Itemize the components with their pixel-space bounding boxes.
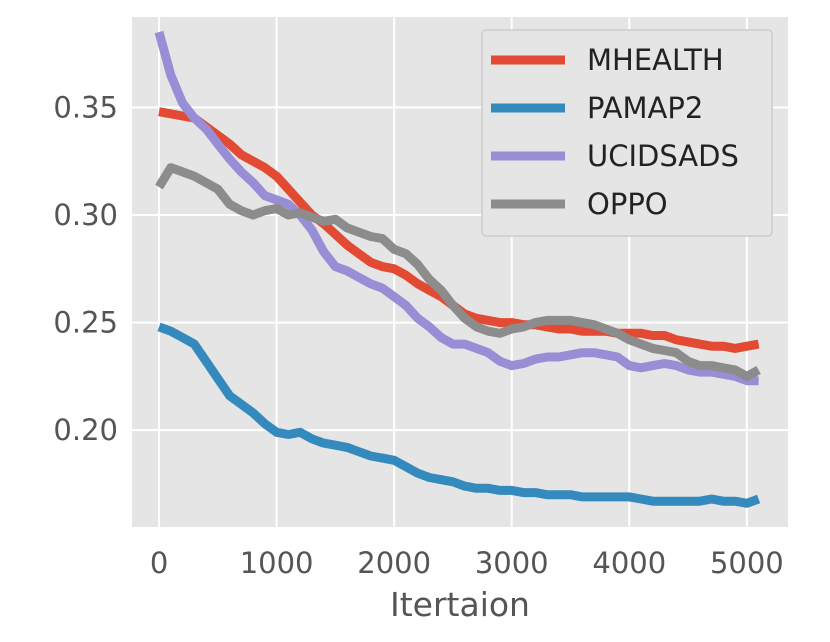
legend-label-ucidsads: UCIDSADS (587, 139, 739, 173)
series-line-pamap2 (157, 322, 761, 508)
legend-box (481, 29, 773, 237)
legend-label-pamap2: PAMAP2 (587, 91, 703, 125)
y-tick-label: 0.30 (53, 198, 118, 232)
x-tick-label: 3000 (475, 546, 549, 580)
x-axis-label: Itertaion (390, 585, 530, 624)
x-tick-label: 2000 (357, 546, 431, 580)
x-tick-label: 1000 (240, 546, 314, 580)
x-tick-label: 4000 (592, 546, 666, 580)
series-line-oppo (155, 163, 761, 381)
y-tick-label: 0.25 (53, 306, 118, 340)
legend: MHEALTH PAMAP2 UCIDSADS OPPO (481, 29, 773, 237)
legend-label-mhealth: MHEALTH (587, 43, 724, 77)
legend-label-oppo: OPPO (587, 187, 668, 221)
series-lines (154, 30, 761, 508)
y-tick-label: 0.35 (53, 90, 118, 124)
tick-labels: 0 1000 2000 3000 4000 5000 0.20 0.25 0.30 0.35 (53, 90, 783, 580)
series-line-ucidsads (154, 30, 759, 386)
x-tick-label: 0 (150, 546, 168, 580)
y-tick-label: 0.20 (53, 413, 118, 447)
x-tick-label: 5000 (710, 546, 784, 580)
